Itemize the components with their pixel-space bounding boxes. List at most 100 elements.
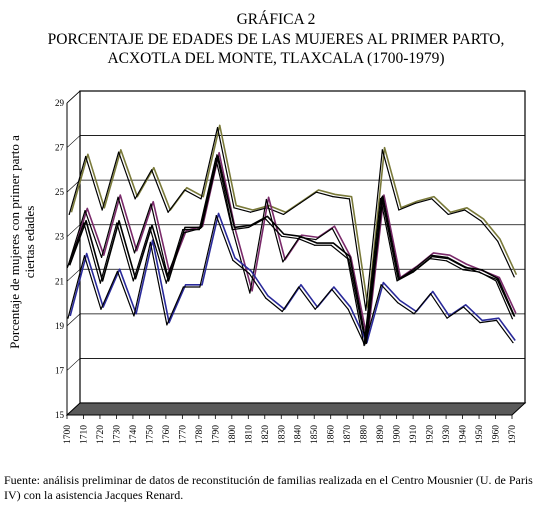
- x-tick-label: 1730: [112, 425, 122, 444]
- series-point: [99, 282, 101, 284]
- x-tick-label: 1950: [475, 425, 485, 444]
- gridline-depth: [66, 269, 81, 282]
- series-point: [248, 226, 250, 228]
- series-point: [215, 157, 217, 159]
- series-point: [396, 280, 398, 282]
- series-point: [116, 222, 118, 224]
- series-point: [495, 319, 498, 321]
- series-point: [346, 258, 349, 260]
- series-point: [249, 211, 252, 213]
- x-tick-label: 1910: [409, 425, 419, 444]
- series-point: [412, 271, 415, 273]
- series-point: [429, 293, 432, 295]
- series-point: [133, 252, 136, 254]
- series-point: [478, 271, 481, 273]
- series-point: [380, 284, 382, 286]
- series-point: [315, 191, 318, 193]
- series-point: [150, 203, 152, 205]
- series-point: [248, 273, 250, 275]
- series-point: [117, 196, 119, 198]
- series-point: [331, 288, 333, 290]
- y-tick-label: 25: [55, 187, 65, 197]
- series-point: [149, 226, 151, 228]
- series-point: [397, 301, 399, 304]
- series-point: [67, 317, 69, 319]
- chart-floor: [65, 402, 527, 416]
- series-line-shadow: [68, 155, 516, 345]
- series-point: [166, 324, 168, 326]
- series-point: [447, 213, 449, 216]
- series-point: [314, 308, 316, 310]
- line-chart: 15 17 19 21 23 25 27 29 1700 1710 1720 1730 1740 1750…: [55, 90, 527, 444]
- series-point: [414, 267, 416, 270]
- series-point: [315, 238, 317, 241]
- series-point: [430, 254, 432, 256]
- series-point: [233, 207, 235, 209]
- x-tick-label: 1810: [244, 425, 254, 444]
- x-tick-label: 1940: [459, 425, 469, 444]
- x-tick-label: 1860: [327, 425, 337, 444]
- x-tick-label: 1920: [426, 425, 436, 444]
- series-line: [66, 157, 513, 347]
- series-point: [496, 279, 498, 281]
- series-point: [413, 313, 415, 315]
- x-tick-label: 1930: [442, 425, 452, 444]
- series-point: [414, 202, 416, 204]
- series-point: [132, 280, 134, 282]
- series-point: [182, 286, 184, 288]
- x-tick-label: 1870: [343, 425, 353, 444]
- series-point: [118, 151, 120, 153]
- series-point: [462, 306, 465, 308]
- series-point: [298, 286, 300, 288]
- series-point: [431, 198, 433, 200]
- series-line: [67, 215, 514, 346]
- series-line-shadow: [69, 212, 516, 344]
- series-point: [332, 196, 334, 198]
- x-tick-label: 1780: [195, 425, 205, 444]
- y-tick-label: 15: [55, 410, 65, 420]
- series-point: [133, 315, 135, 317]
- x-tick-label: 1960: [492, 425, 502, 444]
- series-point: [511, 318, 513, 320]
- series-point: [167, 211, 169, 213]
- y-tick-label: 21: [55, 276, 64, 286]
- series-point: [281, 310, 283, 313]
- series-point: [101, 209, 103, 211]
- series-point: [348, 198, 350, 200]
- series-point: [200, 198, 202, 200]
- series-point: [232, 259, 234, 261]
- series-point: [348, 259, 350, 261]
- series-point: [149, 241, 152, 243]
- series-point: [282, 213, 285, 216]
- gridline-depth: [66, 358, 81, 371]
- left-wall-top: [66, 90, 81, 104]
- series-point: [182, 229, 184, 231]
- y-tick-label: 27: [55, 143, 65, 153]
- x-tick-label: 1800: [228, 425, 238, 444]
- x-tick-label: 1840: [294, 425, 304, 444]
- series-point: [84, 210, 86, 212]
- y-tick-label: 29: [55, 98, 65, 108]
- series-point: [83, 222, 85, 224]
- series-point: [232, 232, 235, 234]
- series-point: [365, 309, 367, 311]
- series-point: [480, 220, 482, 222]
- series-point: [512, 342, 514, 344]
- series-point: [199, 286, 201, 288]
- series-point: [299, 202, 301, 204]
- x-tick-label: 1700: [63, 425, 73, 444]
- gridline-depth: [66, 224, 81, 237]
- series-point: [495, 280, 497, 282]
- x-tick-label: 1770: [178, 425, 188, 444]
- series-point: [231, 229, 233, 231]
- series-point: [398, 209, 400, 211]
- x-tick-label: 1760: [162, 425, 172, 444]
- series-point: [381, 149, 383, 151]
- back-wall: [79, 90, 526, 404]
- series-line: [68, 126, 515, 311]
- x-tick-label: 1750: [145, 425, 155, 444]
- x-tick-label: 1880: [360, 425, 370, 444]
- series-line-shadow: [70, 124, 518, 309]
- series-point: [249, 292, 251, 294]
- series-point: [215, 215, 217, 217]
